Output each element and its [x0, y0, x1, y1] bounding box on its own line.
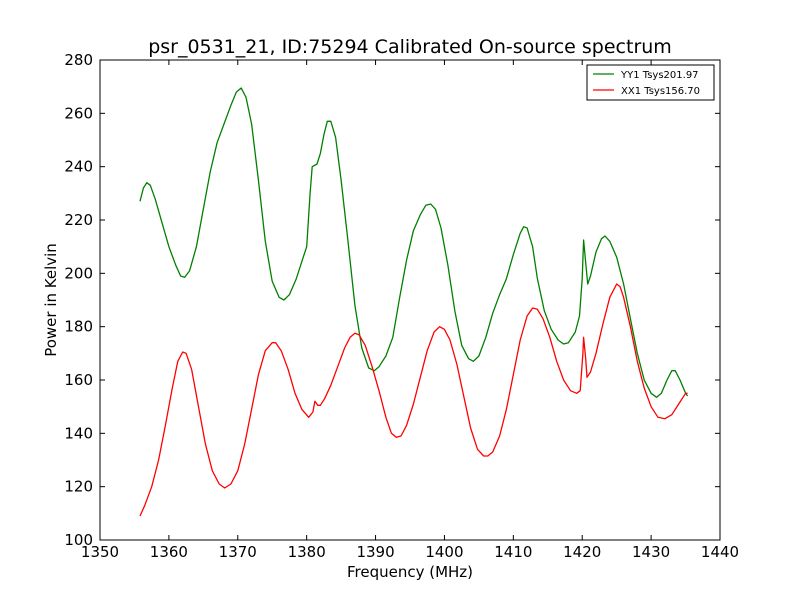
y-tick-label: 280: [64, 51, 93, 69]
y-tick-label: 240: [64, 158, 93, 176]
legend-box: [586, 64, 715, 101]
plot-area: [100, 60, 720, 540]
series-line-yy1: [139, 87, 689, 398]
x-tick-label: 1390: [356, 543, 394, 561]
plot-frame: [99, 59, 721, 541]
x-tick-label: 1370: [219, 543, 257, 561]
x-tick-label: 1360: [150, 543, 188, 561]
y-tick-label: 160: [64, 371, 93, 389]
x-tick-label: 1400: [425, 543, 463, 561]
y-tick-label: 260: [64, 104, 93, 122]
y-tick-label: 220: [64, 211, 93, 229]
series-layer: [139, 87, 689, 517]
chart-title: psr_0531_21, ID:75294 Calibrated On-sour…: [148, 36, 672, 58]
y-tick-label: 200: [64, 264, 93, 282]
x-tick-label: 1380: [288, 543, 326, 561]
series-line-xx1: [139, 283, 688, 517]
legend: YY1 Tsys201.97 XX1 Tsys156.70: [586, 64, 715, 101]
y-tick-label: 180: [64, 318, 93, 336]
x-axis-label: Frequency (MHz): [347, 563, 473, 581]
y-tick-label: 100: [64, 531, 93, 549]
x-tick-label: 1430: [632, 543, 670, 561]
y-tick-label: 120: [64, 478, 93, 496]
x-tick-label: 1440: [701, 543, 739, 561]
tick-layer: 1350 1360 1370 1380 1390 1400 1410 1420 1430 1440…: [64, 51, 739, 561]
y-tick-label: 140: [64, 424, 93, 442]
x-tick-label: 1420: [563, 543, 601, 561]
legend-label-yy1: YY1 Tsys201.97: [620, 70, 699, 81]
x-tick-label: 1410: [494, 543, 532, 561]
x-tick-label: 1350: [81, 543, 119, 561]
y-axis-label: Power in Kelvin: [42, 243, 60, 357]
legend-label-xx1: XX1 Tsys156.70: [621, 86, 700, 97]
